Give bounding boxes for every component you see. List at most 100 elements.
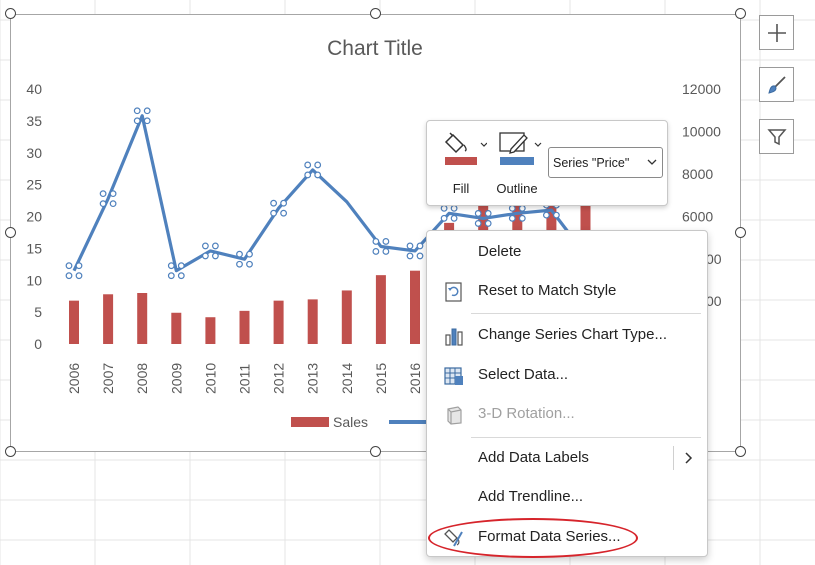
resize-handle-top-left[interactable]: [5, 8, 16, 19]
highlight-ellipse: [428, 518, 638, 558]
menu-item-3d-rotation: 3-D Rotation...: [427, 396, 707, 432]
select-data-icon: [444, 367, 463, 385]
bar-sales[interactable]: [375, 275, 386, 344]
right-axis-tick: 8000: [682, 166, 713, 182]
menu-item-add-labels-label: Add Data Labels: [478, 449, 589, 466]
bar-sales[interactable]: [239, 310, 250, 344]
line-point-handle[interactable]: [270, 199, 288, 217]
resize-handle-right[interactable]: [735, 227, 746, 238]
menu-item-add-data-labels[interactable]: Add Data Labels: [427, 440, 707, 476]
chevron-right-icon[interactable]: [683, 451, 695, 465]
bar-chart-icon: [445, 328, 463, 346]
chevron-down-icon: [647, 159, 657, 165]
menu-item-select-data-label: Select Data...: [478, 366, 569, 383]
fill-color-swatch: [445, 157, 477, 165]
left-axis-tick: 30: [26, 145, 42, 161]
x-axis-tick: 2013: [305, 363, 321, 394]
bar-sales[interactable]: [341, 290, 352, 344]
resize-handle-left[interactable]: [5, 227, 16, 238]
x-axis-tick: 2016: [407, 363, 423, 394]
line-point-handle[interactable]: [99, 190, 117, 208]
series-select-value: Series "Price": [553, 155, 630, 170]
resize-handle-bottom-right[interactable]: [735, 446, 746, 457]
left-axis-tick: 40: [26, 81, 42, 97]
menu-item-select-data[interactable]: Select Data...: [427, 357, 707, 393]
bar-sales[interactable]: [205, 317, 216, 344]
menu-separator: [471, 313, 701, 314]
menu-item-reset-label: Reset to Match Style: [478, 282, 617, 299]
x-axis-tick: 2009: [168, 363, 184, 394]
bar-sales[interactable]: [410, 270, 420, 344]
menu-item-change-type-label: Change Series Chart Type...: [478, 326, 667, 343]
fill-button[interactable]: Fill: [435, 127, 487, 199]
pen-outline-icon: [499, 132, 542, 165]
line-point-handle[interactable]: [406, 242, 424, 260]
x-axis-tick: 2011: [237, 364, 253, 394]
line-point-handle[interactable]: [236, 250, 253, 268]
left-axis-tick: 5: [34, 304, 42, 320]
menu-item-reset-style[interactable]: Reset to Match Style: [427, 273, 707, 309]
chart-filters-button[interactable]: [759, 119, 794, 154]
menu-item-add-trendline[interactable]: Add Trendline...: [427, 479, 707, 515]
menu-item-change-chart-type[interactable]: Change Series Chart Type...: [427, 317, 707, 353]
x-axis-tick: 2007: [100, 363, 116, 394]
menu-item-add-trendline-label: Add Trendline...: [478, 488, 584, 505]
resize-handle-bottom[interactable]: [370, 446, 381, 457]
menu-item-3d-rotation-label: 3-D Rotation...: [478, 405, 575, 422]
reset-style-icon: [445, 282, 462, 302]
left-axis-tick: 10: [26, 272, 42, 288]
line-point-handle[interactable]: [167, 262, 185, 280]
right-axis-tick: 12000: [682, 81, 721, 97]
line-point-handle[interactable]: [133, 107, 151, 125]
legend-sales-label: Sales: [333, 414, 368, 430]
context-menu: Delete Reset to Match Style Change Serie…: [426, 230, 708, 557]
menu-separator: [471, 437, 701, 438]
brush-icon: [767, 75, 786, 94]
submenu-divider: [673, 446, 674, 470]
x-axis-tick: 2006: [66, 363, 82, 394]
resize-handle-bottom-left[interactable]: [5, 446, 16, 457]
right-axis-tick: 10000: [682, 124, 721, 140]
bar-sales[interactable]: [103, 294, 114, 344]
legend-sales-swatch: [291, 417, 329, 427]
rotation-cube-icon: [447, 406, 462, 425]
chart-styles-button[interactable]: [759, 67, 794, 102]
menu-item-delete[interactable]: Delete: [427, 234, 707, 270]
x-axis-tick: 2015: [373, 363, 389, 394]
bar-sales[interactable]: [69, 300, 79, 344]
outline-button[interactable]: Outline: [489, 127, 542, 199]
right-axis-tick-partial: 00: [706, 293, 722, 309]
outline-label: Outline: [496, 181, 538, 196]
menu-item-delete-label: Delete: [478, 243, 522, 260]
resize-handle-top[interactable]: [370, 8, 381, 19]
paint-bucket-icon: [444, 132, 487, 165]
line-point-handle[interactable]: [201, 242, 219, 260]
left-axis-tick: 35: [26, 113, 42, 129]
bar-sales[interactable]: [273, 300, 284, 344]
left-axis-tick: 0: [34, 336, 42, 352]
series-select-dropdown[interactable]: Series "Price": [548, 147, 663, 178]
outline-color-swatch: [500, 157, 534, 165]
resize-handle-top-right[interactable]: [735, 8, 746, 19]
x-axis-tick: 2008: [134, 363, 150, 394]
bar-sales[interactable]: [171, 312, 182, 344]
legend[interactable]: Sales: [291, 414, 428, 430]
right-axis-tick: 6000: [682, 209, 713, 225]
bar-sales[interactable]: [137, 293, 148, 344]
right-axis-tick-partial: 00: [706, 251, 722, 267]
line-point-handle[interactable]: [474, 210, 492, 227]
line-point-handle[interactable]: [508, 204, 526, 222]
format-mini-toolbar: Fill Outline Series "Price": [426, 120, 668, 206]
left-axis-tick: 15: [26, 240, 42, 256]
left-axis-tick: 25: [26, 177, 42, 193]
x-axis-tick: 2010: [202, 363, 218, 394]
filter-icon: [766, 128, 787, 145]
line-point-handle[interactable]: [65, 262, 83, 280]
chart-elements-button[interactable]: [759, 15, 794, 50]
left-axis-tick: 20: [26, 209, 42, 225]
line-price[interactable]: [72, 114, 587, 273]
bar-sales[interactable]: [307, 299, 318, 344]
line-point-handle[interactable]: [304, 161, 322, 179]
line-point-handle[interactable]: [372, 238, 390, 255]
chart-title[interactable]: Chart Title: [327, 37, 423, 60]
